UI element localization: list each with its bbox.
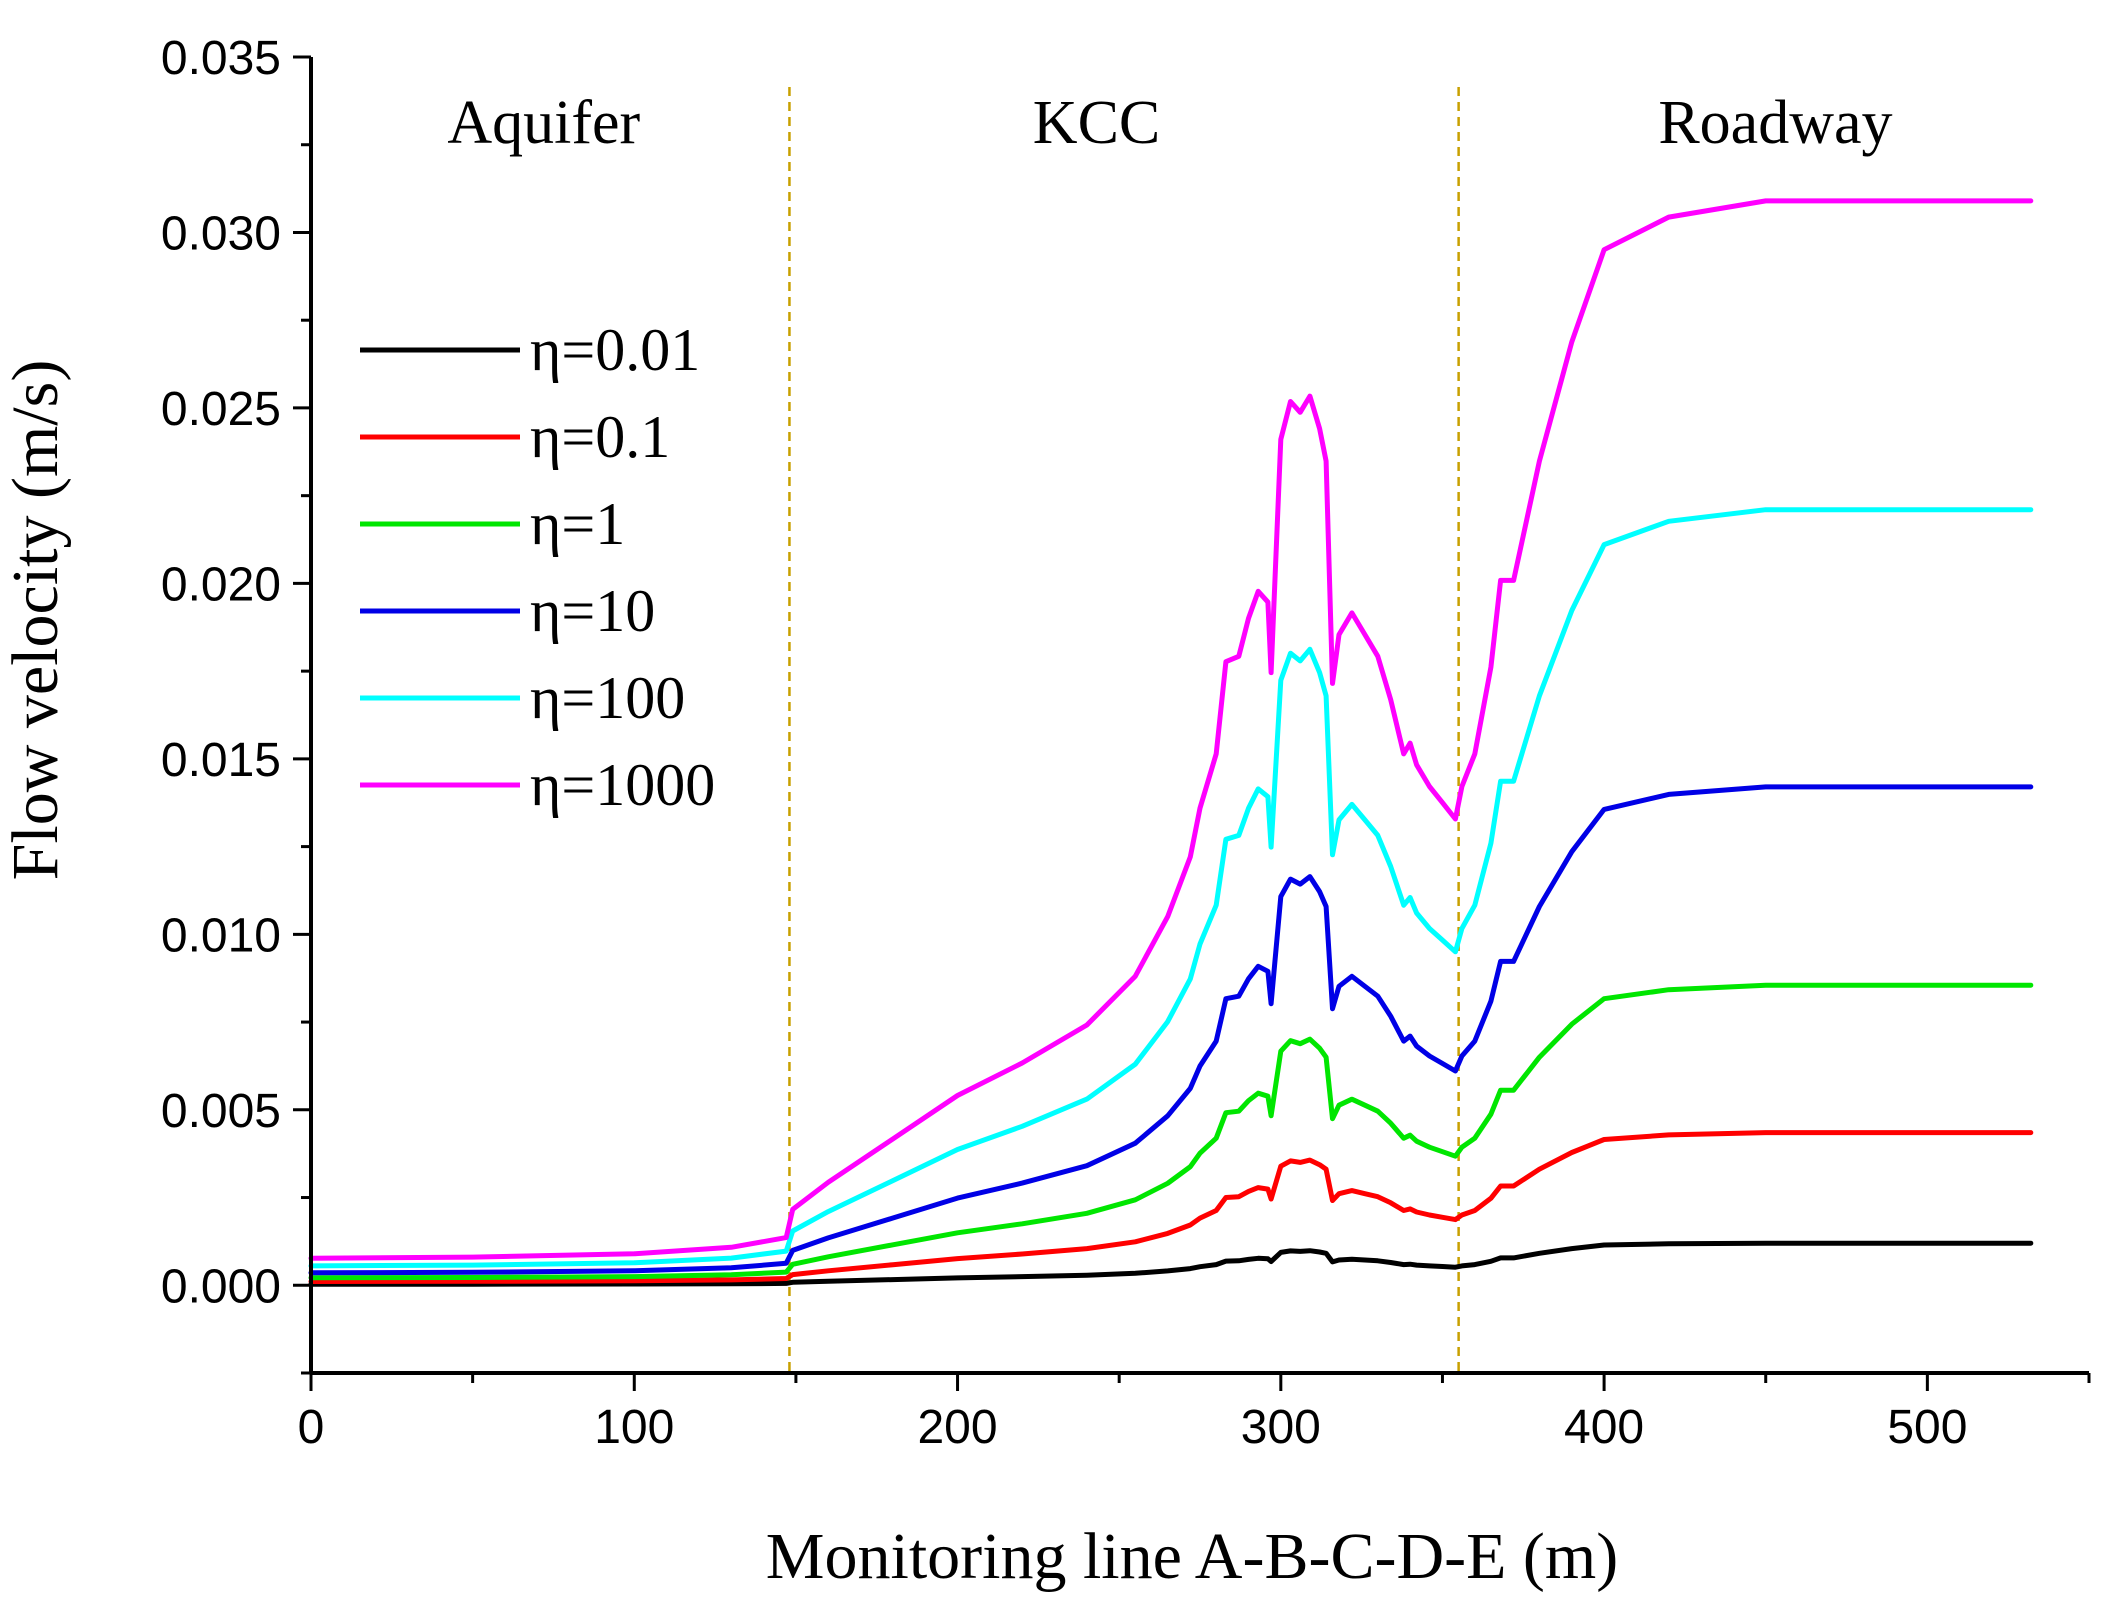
series-lines xyxy=(308,198,2034,1287)
y-axis-ticks: 0.000 0.005 0.010 0.015 0.020 0.025 0.030 0.035 xyxy=(161,32,311,1375)
legend-label: η=1 xyxy=(530,491,625,557)
legend-label: η=100 xyxy=(530,665,685,731)
x-axis-ticks: 0 100 200 300 400 500 xyxy=(298,1373,2091,1454)
legend-label: η=0.1 xyxy=(530,404,670,470)
y-tick-label: 0.005 xyxy=(161,1085,281,1138)
series-line-1 xyxy=(308,1240,2034,1287)
legend-label: η=0.01 xyxy=(530,317,700,383)
region-label-2: KCC xyxy=(1033,89,1160,157)
x-tick-label: 400 xyxy=(1564,1401,1644,1454)
legend-label: η=1000 xyxy=(530,752,715,818)
series-line-3 xyxy=(308,982,2034,1281)
x-tick-label: 100 xyxy=(594,1401,674,1454)
x-tick-label: 0 xyxy=(298,1401,325,1454)
region-label-1: Aquifer xyxy=(447,89,640,157)
legend-label: η=10 xyxy=(530,578,655,644)
region-dividers xyxy=(788,87,1460,1373)
x-tick-label: 200 xyxy=(917,1401,997,1454)
x-tick-label: 500 xyxy=(1887,1401,1967,1454)
x-axis-label: Monitoring line A-B-C-D-E (m) xyxy=(766,1520,1618,1593)
y-tick-label: 0.015 xyxy=(161,734,281,787)
series-line-6 xyxy=(308,198,2034,1261)
y-tick-label: 0.030 xyxy=(161,207,281,260)
series-line-5 xyxy=(308,507,2034,1269)
x-tick-label: 300 xyxy=(1241,1401,1321,1454)
y-tick-label: 0.025 xyxy=(161,383,281,436)
y-tick-label: 0.000 xyxy=(161,1260,281,1313)
legend: η=0.01 η=0.1 η=1 η=10 η=100 η=1000 xyxy=(360,317,715,818)
region-labels: Aquifer KCC Roadway xyxy=(447,89,1892,157)
y-tick-label: 0.035 xyxy=(161,32,281,85)
y-tick-label: 0.010 xyxy=(161,909,281,962)
series-line-4 xyxy=(308,784,2034,1276)
y-axis-label: Flow velocity (m/s) xyxy=(0,360,72,881)
series-line-2 xyxy=(308,1130,2034,1284)
y-tick-label: 0.020 xyxy=(161,558,281,611)
axes xyxy=(309,57,2089,1375)
region-label-3: Roadway xyxy=(1658,89,1892,157)
